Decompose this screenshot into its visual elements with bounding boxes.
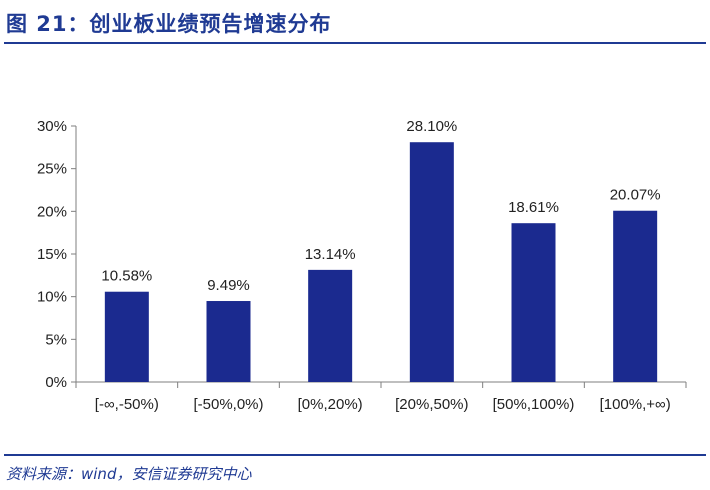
data-label: 9.49% — [207, 277, 250, 294]
y-axis: 0% 5% 10% 15% 20% 25% 30% — [37, 118, 77, 391]
source-note: 资料来源：wind，安信证券研究中心 — [6, 465, 252, 483]
x-tick-label: [-50%,0%) — [193, 396, 263, 413]
figure-title: 图 21：创业板业绩预告增速分布 — [6, 12, 332, 36]
bar — [104, 291, 149, 382]
data-label: 13.14% — [305, 246, 356, 263]
y-tick-label: 25% — [37, 161, 67, 178]
x-tick-label: [-∞,-50%) — [95, 396, 159, 413]
y-tick-label: 30% — [37, 118, 67, 135]
x-axis: [-∞,-50%) [-50%,0%) [0%,20%) [20%,50%) [50%,… — [75, 381, 687, 413]
bar — [206, 301, 251, 382]
y-tick-label: 15% — [37, 246, 67, 263]
title-divider — [4, 42, 706, 44]
x-tick-label: [100%,+∞) — [600, 396, 671, 413]
bar — [511, 223, 556, 382]
bar — [409, 142, 454, 382]
y-tick-label: 10% — [37, 289, 67, 306]
footer-divider — [4, 454, 706, 456]
y-tick-label: 5% — [45, 331, 67, 348]
y-tick-label: 0% — [45, 374, 67, 391]
data-label: 10.58% — [101, 268, 152, 285]
data-label: 28.10% — [406, 118, 457, 135]
data-label: 20.07% — [610, 187, 661, 204]
data-label: 18.61% — [508, 199, 559, 216]
bar — [308, 269, 353, 382]
bar-series: 10.58% 9.49% 13.14% 28.10% 18.61% 20.07% — [101, 118, 661, 382]
bar-chart: 0% 5% 10% 15% 20% 25% 30% [-∞,-50%) [-50%,0%) [0… — [37, 118, 687, 413]
x-tick-label: [50%,100%) — [493, 396, 575, 413]
x-tick-label: [0%,20%) — [298, 396, 363, 413]
x-tick-label: [20%,50%) — [395, 396, 468, 413]
bar — [613, 210, 658, 382]
y-tick-label: 20% — [37, 203, 67, 220]
